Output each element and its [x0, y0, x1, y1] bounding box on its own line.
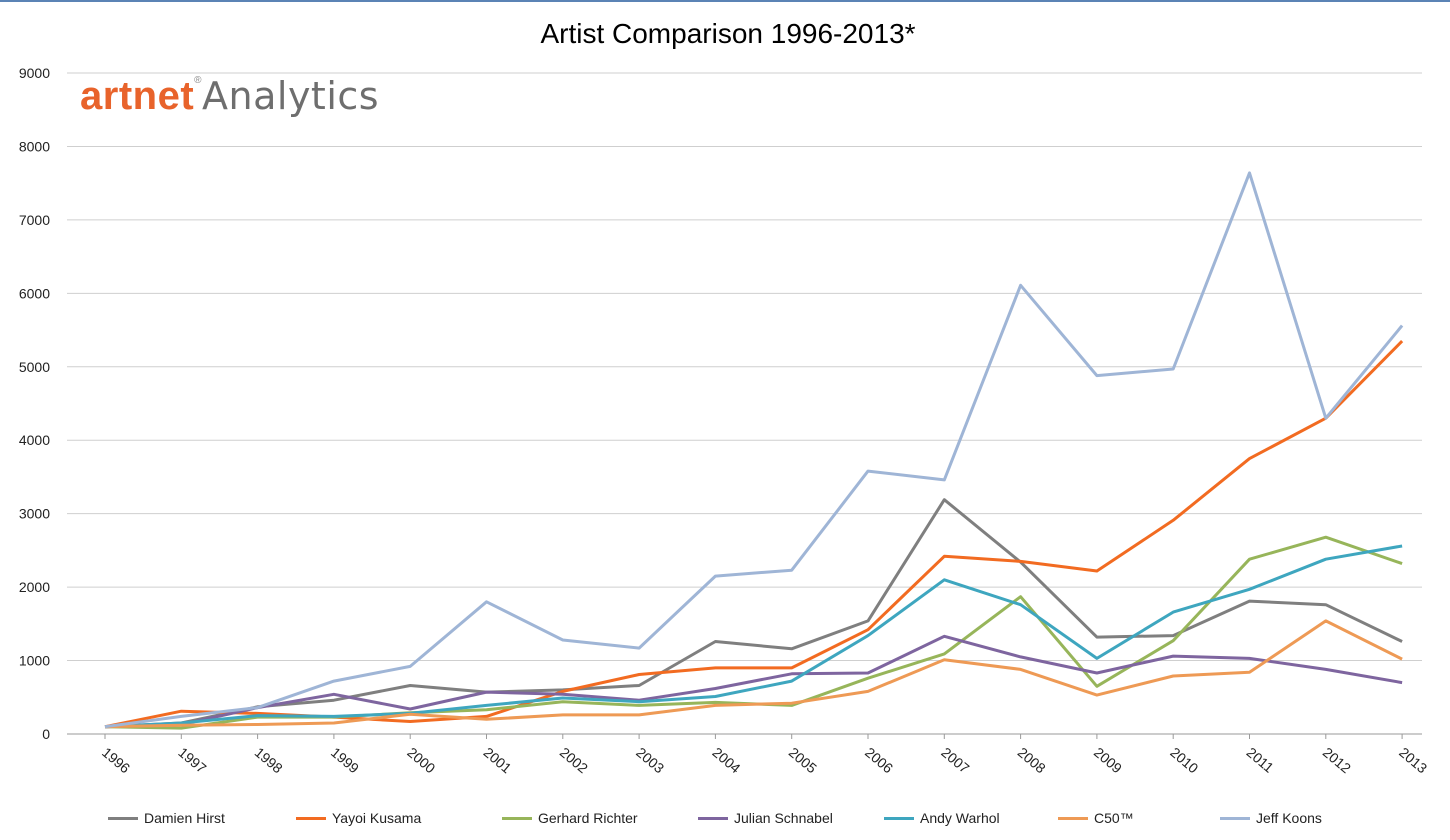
y-tick-label: 6000	[19, 285, 50, 301]
legend-label: Julian Schnabel	[734, 810, 833, 826]
x-tick-label: 2008	[1015, 744, 1049, 776]
series-line-yayoi-kusama	[104, 340, 1404, 729]
legend-label: Gerhard Richter	[538, 810, 638, 826]
logo-artnet-text: artnet	[80, 74, 195, 118]
x-tick-label: 2002	[557, 744, 591, 776]
legend-item: Yayoi Kusama	[296, 810, 421, 826]
legend-swatch	[296, 816, 326, 820]
x-tick-label: 2013	[1396, 744, 1430, 776]
x-tick-label: 2006	[862, 744, 896, 776]
series-line-c50	[104, 619, 1403, 729]
legend-item: C50™	[1058, 810, 1134, 826]
series-lines	[104, 171, 1404, 730]
x-tick-label: 2012	[1320, 744, 1354, 776]
x-tick-label: 2007	[938, 744, 972, 776]
legend-swatch	[698, 816, 728, 820]
legend: Damien Hirst Yayoi Kusama Gerhard Richter J…	[108, 810, 1428, 830]
legend-label: Damien Hirst	[144, 810, 225, 826]
y-tick-label: 8000	[19, 138, 50, 154]
y-tick-label: 1000	[19, 653, 50, 669]
x-tick-label: 2011	[1244, 744, 1278, 776]
chart-title: Artist Comparison 1996-2013*	[540, 18, 916, 49]
legend-swatch	[108, 816, 138, 820]
series-line-jeff-koons	[104, 171, 1404, 729]
x-axis-ticks: 1996 1997 1998 1999 2000 2001 2002 2003 2004 2005…	[99, 734, 1430, 776]
y-axis-ticks: 0 1000 2000 3000 4000 5000 6000 7000 8000 9000	[19, 65, 50, 742]
legend-item: Jeff Koons	[1220, 810, 1322, 826]
x-tick-label: 2000	[404, 744, 438, 776]
x-tick-label: 2004	[709, 744, 743, 776]
x-tick-label: 2005	[786, 744, 820, 776]
x-tick-label: 1998	[252, 744, 286, 776]
grid-lines	[67, 72, 1422, 735]
x-tick-label: 1999	[328, 744, 362, 776]
logo-analytics-text: Analytics	[202, 74, 380, 118]
y-tick-label: 2000	[19, 579, 50, 595]
legend-item: Damien Hirst	[108, 810, 225, 826]
legend-item: Gerhard Richter	[502, 810, 638, 826]
x-tick-label: 2003	[633, 744, 667, 776]
legend-swatch	[884, 816, 914, 820]
y-tick-label: 7000	[19, 212, 50, 228]
y-tick-label: 5000	[19, 359, 50, 375]
y-tick-label: 0	[42, 726, 50, 742]
x-tick-label: 2001	[481, 744, 515, 776]
x-tick-label: 2009	[1091, 744, 1125, 776]
series-line-damien-hirst	[104, 498, 1403, 729]
series-line-andy-warhol	[104, 544, 1403, 729]
legend-swatch	[1220, 816, 1250, 820]
x-tick-label: 1997	[175, 744, 209, 776]
legend-label: Jeff Koons	[1256, 810, 1322, 826]
y-tick-label: 9000	[19, 65, 50, 81]
legend-label: Andy Warhol	[920, 810, 1000, 826]
series-line-julian-schnabel	[104, 634, 1403, 729]
legend-swatch	[502, 816, 532, 820]
artnet-analytics-logo: artnet®Analytics	[80, 74, 379, 119]
legend-label: C50™	[1094, 810, 1134, 826]
x-tick-label: 1996	[99, 744, 133, 776]
legend-swatch	[1058, 816, 1088, 820]
legend-label: Yayoi Kusama	[332, 810, 422, 826]
logo-registered-mark: ®	[194, 75, 203, 86]
y-tick-label: 4000	[19, 432, 50, 448]
x-tick-label: 2010	[1167, 744, 1201, 776]
legend-item: Julian Schnabel	[698, 810, 833, 826]
legend-item: Andy Warhol	[884, 810, 1000, 826]
y-tick-label: 3000	[19, 506, 50, 522]
